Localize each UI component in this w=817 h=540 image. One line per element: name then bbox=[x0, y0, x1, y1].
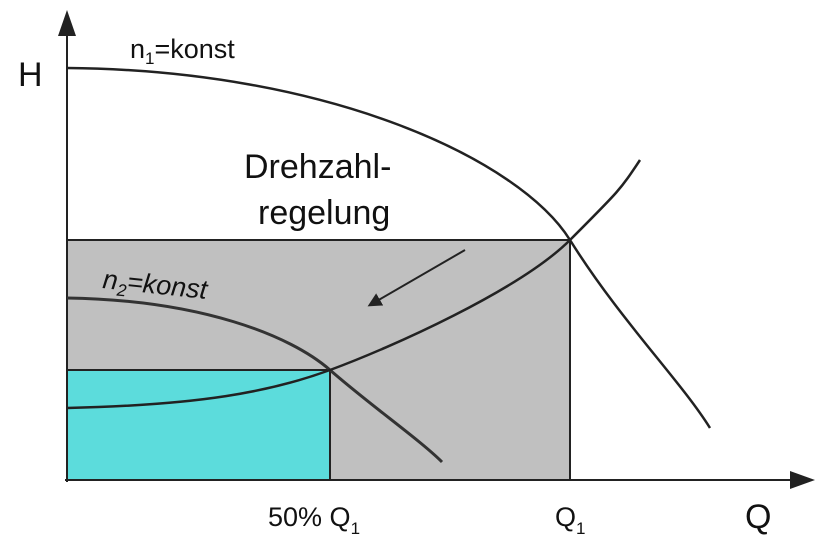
pump-curve-n2 bbox=[66, 296, 444, 464]
x-arrow bbox=[790, 471, 815, 489]
x-mark-sub: 1 bbox=[576, 519, 585, 538]
x-mark-label: 50% Q1 bbox=[268, 502, 360, 538]
curve-label-sub: 1 bbox=[145, 49, 154, 68]
annotation: regelung bbox=[258, 194, 390, 232]
annotation: Drehzahl- bbox=[244, 148, 391, 186]
x-mark-base: Q bbox=[555, 502, 576, 532]
curve-label-rest: =konst bbox=[155, 34, 236, 64]
curve-label-sub: 2 bbox=[115, 281, 128, 301]
y-axis-label: H bbox=[18, 56, 43, 94]
x-axis-label: Q bbox=[745, 498, 771, 536]
pump-curve-n1 bbox=[66, 66, 712, 429]
arrow bbox=[367, 249, 466, 307]
x-mark-sub: 1 bbox=[351, 519, 360, 538]
curve-label-base: n bbox=[101, 264, 119, 295]
curve-label-base: n bbox=[130, 34, 145, 64]
x-mark-label: Q1 bbox=[555, 502, 585, 538]
y-arrow bbox=[58, 10, 76, 36]
curve-label: n1=konst bbox=[130, 34, 235, 68]
system-curve bbox=[66, 159, 642, 410]
cyan-area bbox=[66, 369, 331, 481]
x-mark-base: Q bbox=[330, 502, 351, 532]
x-mark-prefix: 50% bbox=[268, 502, 330, 532]
